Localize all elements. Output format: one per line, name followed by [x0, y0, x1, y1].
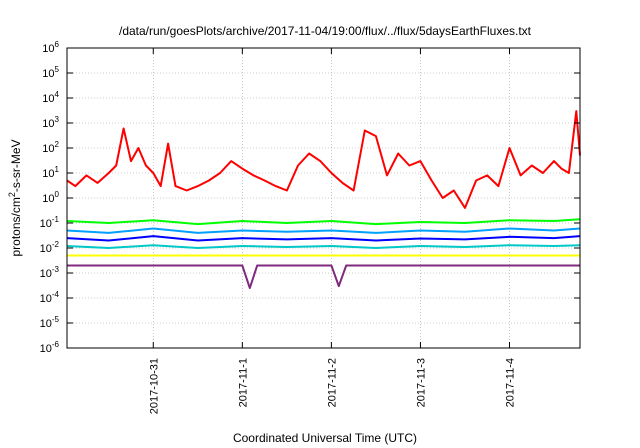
y-axis-label-post: -s-sr-MeV — [9, 139, 23, 192]
y-tick-label: 103 — [42, 115, 59, 130]
y-tick-base: 10 — [40, 343, 52, 355]
y-tick-exponent: 6 — [55, 40, 60, 49]
y-tick-label: 10-3 — [40, 265, 60, 280]
y-tick-label: 105 — [42, 65, 59, 80]
y-tick-base: 10 — [42, 168, 54, 180]
series-line-4 — [66, 244, 581, 249]
y-tick-base: 10 — [42, 68, 54, 80]
y-tick-base: 10 — [40, 318, 52, 330]
y-tick-label: 10-4 — [40, 290, 60, 305]
y-tick-exponent: -5 — [52, 315, 60, 324]
y-tick-exponent: 3 — [55, 115, 60, 124]
series-line-2 — [66, 227, 581, 234]
x-tick-label: 2017-10-31 — [148, 358, 160, 414]
y-tick-label: 106 — [42, 40, 59, 55]
y-tick-exponent: 1 — [55, 165, 60, 174]
y-tick-exponent: 0 — [55, 190, 60, 199]
y-tick-exponent: 2 — [55, 140, 60, 149]
x-tick-label: 2017-11-4 — [504, 358, 516, 407]
y-tick-exponent: 5 — [55, 65, 60, 74]
y-tick-base: 10 — [42, 193, 54, 205]
series-lines — [66, 110, 581, 290]
series-line-1 — [66, 218, 581, 226]
x-axis-ticks: 2017-10-31 2017-11-1 2017-11-2 2017-11-3 201… — [148, 48, 516, 414]
y-tick-label: 10-2 — [40, 240, 60, 255]
y-tick-exponent: -4 — [52, 290, 60, 299]
x-tick-label: 2017-11-1 — [237, 358, 249, 407]
chart-title: /data/run/goesPlots/archive/2017-11-04/1… — [119, 24, 532, 38]
series-line-6 — [67, 264, 580, 290]
y-tick-exponent: -6 — [52, 340, 60, 349]
y-axis-label-pre: protons/cm — [9, 197, 23, 256]
y-tick-base: 10 — [40, 243, 52, 255]
y-tick-base: 10 — [40, 293, 52, 305]
y-tick-label: 101 — [42, 165, 59, 180]
y-tick-base: 10 — [40, 218, 52, 230]
x-tick-label: 2017-11-3 — [415, 358, 427, 407]
y-tick-label: 104 — [42, 90, 59, 105]
series-line-3 — [66, 235, 581, 242]
y-tick-label: 100 — [42, 190, 59, 205]
y-tick-base: 10 — [42, 143, 54, 155]
y-tick-base: 10 — [42, 118, 54, 130]
y-axis-ticks: 10-610-510-410-310-210-11001011021031041… — [40, 40, 580, 355]
y-tick-exponent: 4 — [55, 90, 60, 99]
x-axis-label: Coordinated Universal Time (UTC) — [233, 431, 417, 445]
y-tick-label: 10-5 — [40, 315, 60, 330]
y-axis-label: protons/cm2-s-sr-MeV — [7, 139, 23, 256]
y-tick-base: 10 — [42, 43, 54, 55]
y-tick-exponent: -3 — [52, 265, 60, 274]
y-tick-label: 10-1 — [40, 215, 60, 230]
y-tick-base: 10 — [40, 268, 52, 280]
x-tick-label: 2017-11-2 — [326, 358, 338, 407]
y-tick-exponent: -1 — [52, 215, 60, 224]
grid-lines — [67, 48, 580, 348]
y-tick-base: 10 — [42, 93, 54, 105]
y-axis-label-sup: 2 — [7, 192, 17, 197]
series-line-0 — [66, 110, 581, 209]
y-tick-exponent: -2 — [52, 240, 60, 249]
y-tick-label: 10-6 — [40, 340, 60, 355]
y-tick-label: 102 — [42, 140, 59, 155]
